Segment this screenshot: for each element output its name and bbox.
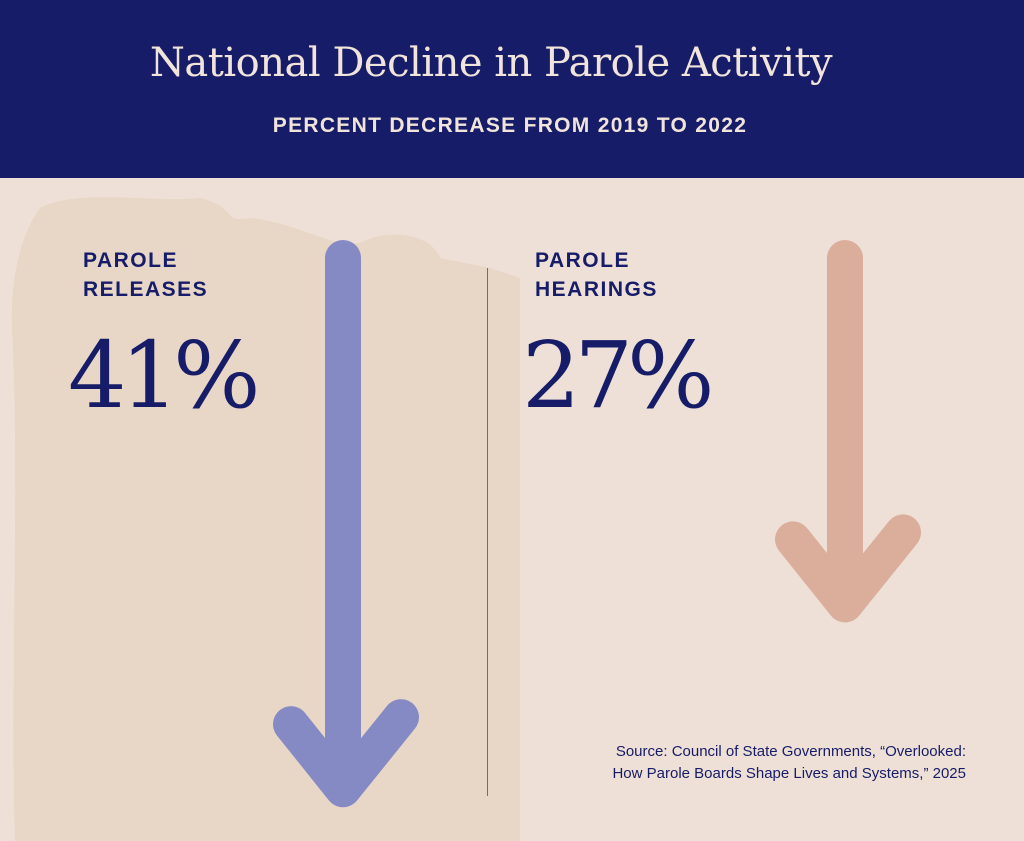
page-subtitle: PERCENT DECREASE FROM 2019 TO 2022 <box>272 114 748 137</box>
releases-label: PAROLE RELEASES <box>83 246 208 304</box>
divider-line <box>487 268 488 796</box>
source-citation: Source: Council of State Governments, “O… <box>612 741 966 785</box>
arrow-mark-releases <box>273 240 419 808</box>
source-line2: How Parole Boards Shape Lives and System… <box>612 765 966 782</box>
hearings-label-line1: PAROLE <box>535 249 630 272</box>
source-line1: Source: Council of State Governments, “O… <box>615 743 966 760</box>
hearings-label-line2: HEARINGS <box>535 278 658 301</box>
page-title: National Decline in Parole Activity <box>149 40 833 86</box>
releases-label-line1: PAROLE <box>83 249 178 272</box>
releases-label-line2: RELEASES <box>83 278 209 301</box>
watercolor-background-blot <box>11 197 520 841</box>
hearings-label: PAROLE HEARINGS <box>535 246 658 304</box>
header-banner: National Decline in Parole Activity PERC… <box>0 0 1024 178</box>
releases-percent: 41% <box>68 322 261 429</box>
arrow-mark-hearings <box>775 240 921 623</box>
hearings-percent: 27% <box>522 322 715 429</box>
